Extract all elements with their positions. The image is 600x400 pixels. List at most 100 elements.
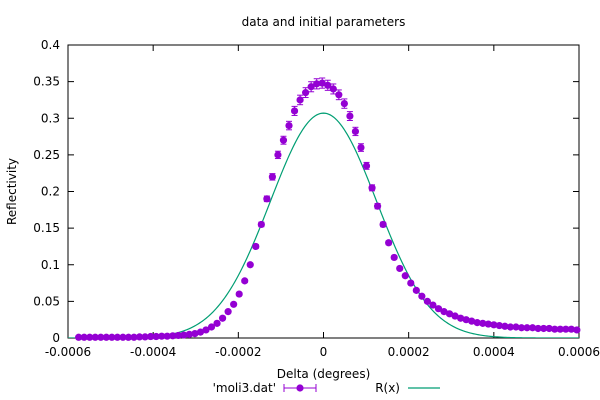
data-point	[523, 324, 531, 332]
data-marker	[97, 333, 105, 341]
y-tick-label: 0.35	[33, 75, 60, 89]
data-marker	[152, 332, 160, 341]
data-point	[495, 321, 503, 330]
data-point	[562, 325, 570, 333]
data-marker	[108, 333, 116, 341]
data-marker	[191, 330, 199, 338]
data-marker	[268, 173, 276, 181]
data-marker	[429, 301, 437, 309]
data-point	[412, 286, 420, 294]
data-marker	[163, 332, 171, 340]
data-point	[86, 333, 94, 341]
data-point	[329, 83, 337, 95]
data-point	[113, 333, 121, 341]
data-marker	[185, 330, 193, 338]
data-points-layer	[75, 77, 581, 341]
data-point	[119, 333, 127, 341]
data-point	[556, 325, 564, 333]
data-marker	[313, 80, 321, 88]
data-marker	[451, 312, 459, 320]
data-point	[213, 319, 221, 327]
data-point	[434, 305, 443, 313]
x-tick-label: 0.0002	[388, 345, 430, 359]
data-point	[147, 332, 155, 341]
data-point	[362, 161, 371, 170]
data-point	[274, 150, 282, 160]
y-axis-label: Reflectivity	[5, 158, 19, 225]
data-marker	[385, 239, 393, 247]
data-marker	[324, 81, 332, 89]
data-marker	[113, 333, 121, 341]
data-point	[462, 316, 470, 324]
data-marker	[124, 333, 133, 341]
legend-label-moli3: 'moli3.dat'	[213, 381, 276, 395]
data-point	[241, 277, 249, 285]
data-point	[235, 290, 243, 298]
data-point	[130, 333, 138, 341]
data-point	[207, 323, 216, 331]
y-tick-label: 0.05	[33, 294, 60, 308]
data-marker	[495, 321, 503, 330]
data-point	[368, 184, 376, 192]
x-tick-label: -0.0004	[130, 345, 176, 359]
data-point	[290, 105, 299, 116]
data-marker	[285, 121, 293, 130]
data-point	[152, 332, 160, 341]
data-point	[545, 324, 553, 333]
data-marker	[302, 89, 310, 97]
data-marker	[545, 324, 553, 333]
data-marker	[246, 261, 254, 269]
fit-curve-line	[68, 112, 579, 338]
data-point	[540, 324, 548, 333]
data-point	[230, 300, 238, 308]
x-ticks: -0.0006 -0.0004 -0.0002 0 0.0002 0.0004 0.0006	[45, 45, 600, 359]
data-point	[135, 333, 144, 341]
y-tick-label: 0.15	[33, 221, 60, 235]
data-marker	[379, 220, 387, 229]
data-point	[108, 333, 116, 341]
data-marker	[141, 333, 149, 341]
data-point	[246, 261, 254, 269]
y-tick-label: 0.1	[41, 258, 60, 272]
data-marker	[479, 319, 487, 327]
data-point	[506, 323, 515, 331]
data-marker	[218, 314, 227, 322]
legend: 'moli3.dat' R(x)	[213, 381, 440, 395]
data-point	[169, 332, 177, 340]
data-point	[407, 279, 415, 287]
y-tick-label: 0.3	[41, 111, 60, 125]
data-marker	[174, 331, 182, 340]
data-marker	[346, 112, 354, 120]
data-marker	[506, 323, 515, 331]
data-marker	[357, 143, 365, 152]
legend-label-rx: R(x)	[375, 381, 400, 395]
data-marker	[296, 96, 304, 104]
data-point	[451, 312, 459, 320]
data-marker	[362, 162, 371, 170]
data-marker	[412, 286, 420, 294]
data-point	[224, 308, 232, 316]
data-point	[185, 330, 193, 338]
data-point	[163, 332, 171, 340]
data-point	[307, 81, 315, 93]
data-point	[445, 310, 454, 318]
x-axis-label: Delta (degrees)	[277, 367, 371, 381]
plot-frame	[67, 44, 580, 339]
data-point	[440, 308, 448, 316]
data-marker	[119, 333, 127, 341]
data-marker	[169, 332, 177, 340]
data-marker	[512, 323, 520, 331]
data-marker	[290, 107, 299, 115]
data-point	[141, 333, 149, 341]
data-marker	[534, 324, 542, 333]
data-marker	[562, 325, 570, 333]
data-point	[313, 78, 321, 90]
data-marker	[440, 308, 448, 316]
x-tick-label: 0.0004	[473, 345, 515, 359]
data-marker	[484, 320, 492, 328]
data-point	[390, 253, 398, 262]
y-ticks: 0 0.05 0.1 0.15 0.2 0.25 0.3 0.35 0.4	[33, 38, 579, 345]
x-tick-label: -0.0006	[45, 345, 91, 359]
data-marker	[457, 314, 465, 322]
